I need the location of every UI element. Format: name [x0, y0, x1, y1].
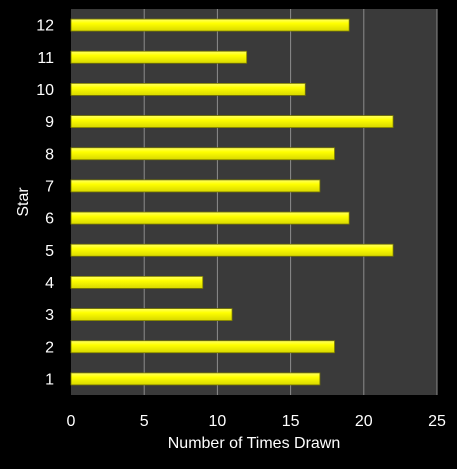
x-tick-label: 20	[355, 413, 373, 430]
bar-star-8	[70, 147, 335, 161]
y-tick-label: 6	[45, 211, 54, 228]
bar-star-11	[70, 50, 248, 64]
bar-star-9	[70, 115, 394, 128]
y-tick-label: 2	[45, 339, 54, 356]
y-tick-label: 3	[45, 307, 54, 324]
gridlines	[143, 9, 438, 395]
y-axis-label: Star	[15, 187, 32, 217]
bar-star-3	[70, 308, 233, 321]
bar-star-10	[70, 83, 306, 96]
x-tick-labels: 0 5 10 15 20 25	[67, 413, 446, 430]
x-axis-label: Number of Times Drawn	[168, 435, 341, 452]
bar-star-12	[70, 18, 350, 32]
x-tick-label: 10	[209, 413, 227, 430]
y-tick-label: 1	[45, 371, 54, 388]
y-tick-label: 12	[36, 18, 54, 35]
x-tick-label: 0	[67, 413, 76, 430]
y-tick-label: 5	[45, 243, 54, 260]
bar-star-6	[70, 211, 350, 225]
bar-star-5	[70, 243, 394, 257]
y-tick-label: 7	[45, 178, 54, 195]
bar-star-1	[70, 372, 321, 386]
bar-star-4	[70, 276, 204, 289]
bars	[70, 18, 394, 386]
y-tick-label: 8	[45, 146, 54, 163]
y-tick-label: 4	[45, 275, 54, 292]
x-tick-label: 25	[428, 413, 446, 430]
x-tick-label: 5	[140, 413, 149, 430]
y-tick-label: 10	[36, 82, 54, 99]
bar-star-7	[70, 179, 321, 193]
y-tick-label: 11	[37, 50, 54, 67]
y-tick-label: 9	[45, 114, 54, 131]
bar-star-2	[70, 340, 335, 354]
x-tick-label: 15	[282, 413, 300, 430]
plot-area	[71, 9, 437, 395]
